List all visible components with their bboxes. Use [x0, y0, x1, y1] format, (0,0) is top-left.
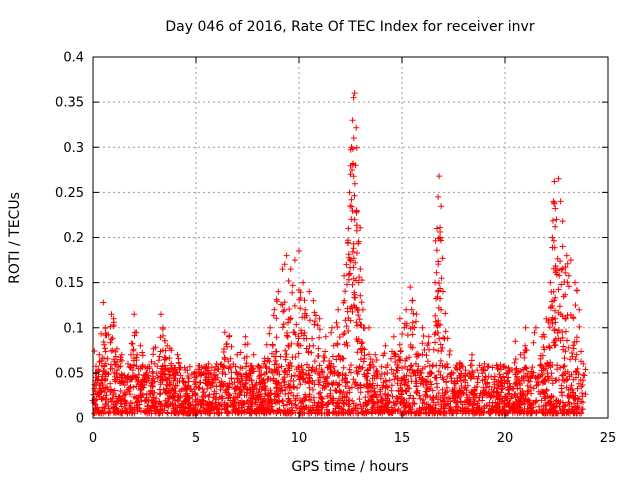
y-tick-label: 0.2 [63, 231, 84, 246]
roti-plus-markers [89, 90, 589, 417]
chart-title: Day 046 of 2016, Rate Of TEC Index for r… [165, 19, 534, 35]
y-axis-label: ROTI / TECUs [7, 192, 23, 284]
axis-ticks: 0 0.05 0.1 0.15 0.2 0.25 0.3 0.35 0.4 0 5 10 15 20 25 [55, 51, 616, 447]
y-tick-label: 0.3 [63, 141, 84, 156]
y-tick-label: 0.35 [55, 96, 84, 111]
x-tick-label: 20 [497, 431, 514, 446]
y-tick-label: 0.4 [63, 51, 84, 66]
x-tick-label: 25 [600, 431, 617, 446]
x-tick-label: 15 [394, 431, 411, 446]
x-axis-label: GPS time / hours [291, 459, 408, 475]
x-tick-label: 5 [192, 431, 200, 446]
y-tick-label: 0.15 [55, 276, 84, 291]
x-tick-label: 0 [89, 431, 97, 446]
y-tick-label: 0.05 [55, 366, 84, 381]
data-series-roti [89, 90, 589, 417]
x-tick-label: 10 [291, 431, 308, 446]
y-tick-label: 0 [76, 412, 84, 427]
y-tick-label: 0.1 [63, 321, 84, 336]
y-tick-label: 0.25 [55, 186, 84, 201]
